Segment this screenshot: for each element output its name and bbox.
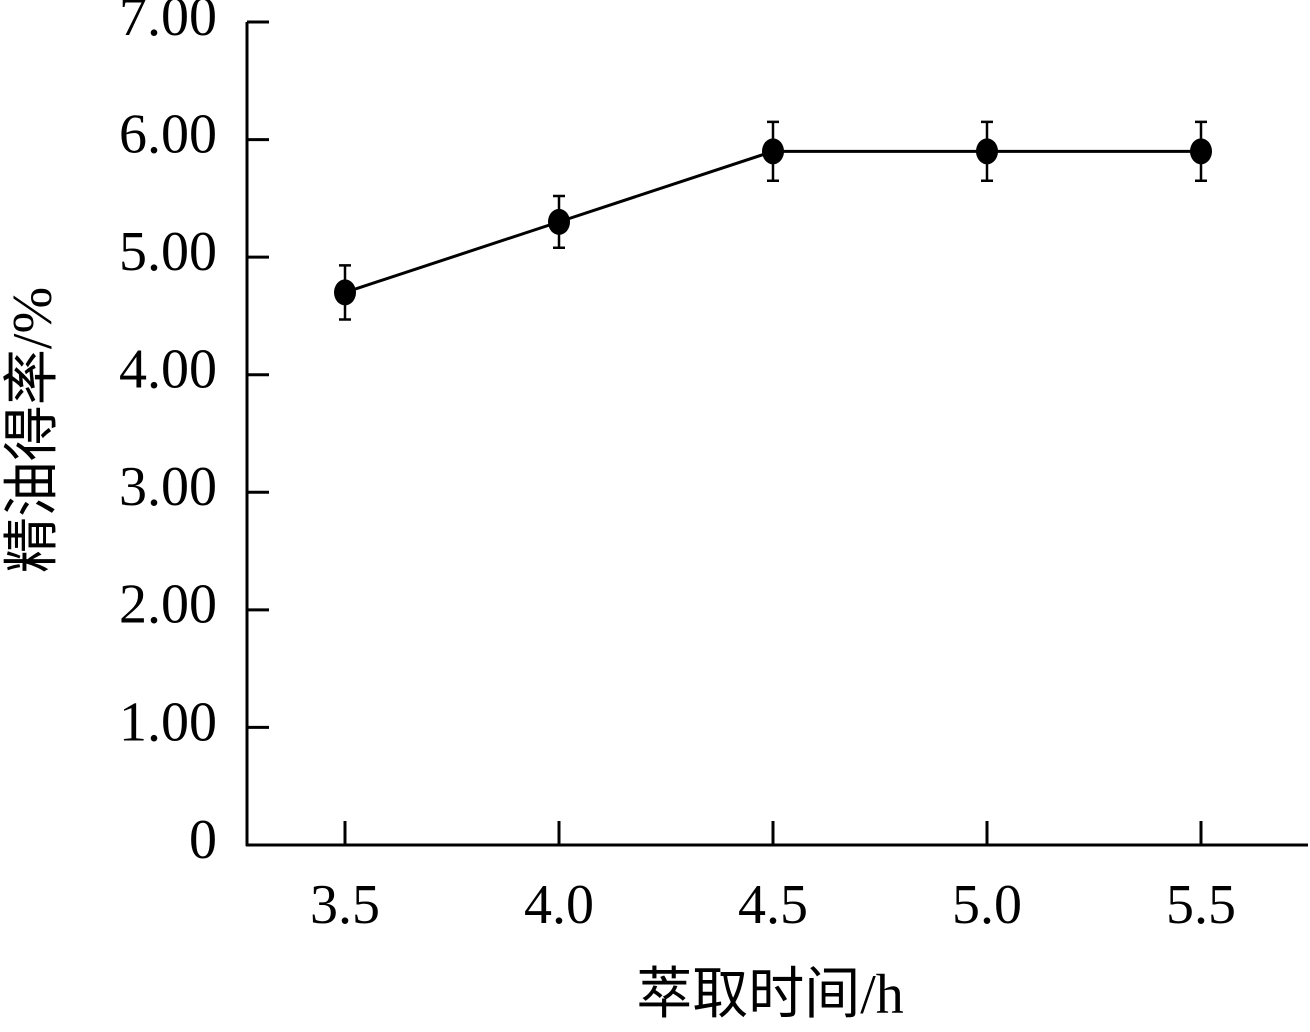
y-tick-label: 0 — [189, 809, 217, 871]
y-tick-label: 6.00 — [119, 103, 217, 165]
y-tick-label: 5.00 — [119, 221, 217, 283]
y-tick-label: 3.00 — [119, 456, 217, 518]
x-tick-label: 3.5 — [310, 874, 380, 936]
data-point — [1190, 138, 1212, 165]
y-tick-label: 7.00 — [119, 0, 217, 48]
y-tick-label: 1.00 — [119, 691, 217, 753]
data-point — [334, 279, 356, 306]
x-tick-label: 4.5 — [738, 874, 808, 936]
data-point — [762, 138, 784, 165]
data-point — [548, 208, 570, 235]
y-axis-label: 精油得率/% — [2, 287, 64, 573]
x-tick-label: 4.0 — [524, 874, 594, 936]
x-axis-label: 萃取时间/h — [636, 964, 904, 1026]
y-tick-label: 4.00 — [119, 339, 217, 401]
x-tick-label: 5.0 — [952, 874, 1022, 936]
x-tick-label: 5.5 — [1166, 874, 1236, 936]
y-tick-label: 2.00 — [119, 574, 217, 636]
data-point — [976, 138, 998, 165]
